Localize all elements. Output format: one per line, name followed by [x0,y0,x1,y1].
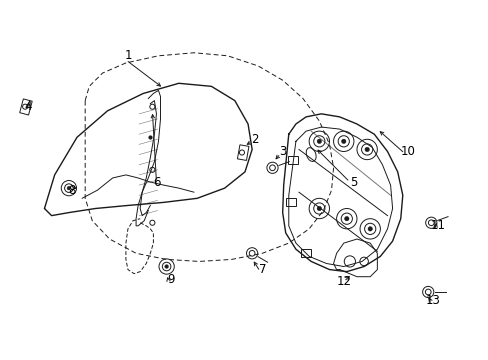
Text: 7: 7 [258,263,265,276]
Circle shape [364,147,368,152]
Text: 6: 6 [152,176,160,189]
Text: 11: 11 [430,219,445,232]
Circle shape [67,186,71,190]
Circle shape [164,265,168,268]
Bar [285,198,295,207]
Text: 8: 8 [68,184,76,197]
Circle shape [344,216,348,221]
Text: 2: 2 [251,133,259,146]
Circle shape [316,139,321,144]
Text: 9: 9 [166,273,174,286]
Circle shape [367,227,372,231]
Text: 10: 10 [400,145,414,158]
Circle shape [341,139,346,144]
Bar [301,249,310,257]
Text: 4: 4 [24,100,32,113]
Bar [287,156,297,164]
Text: 13: 13 [425,294,440,307]
Text: 3: 3 [279,145,286,158]
Text: 5: 5 [349,176,357,189]
Text: 12: 12 [336,275,350,288]
Text: 1: 1 [124,49,131,62]
Circle shape [316,206,321,211]
